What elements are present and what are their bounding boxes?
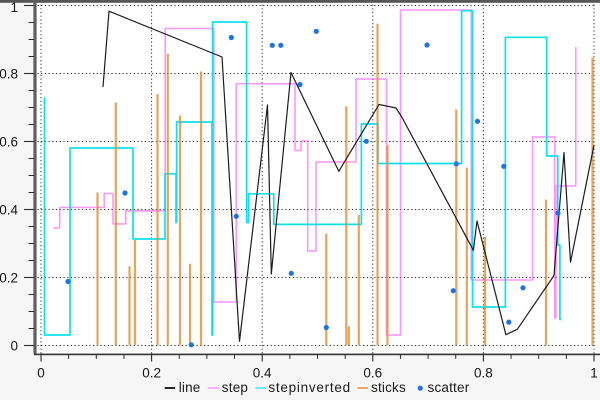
svg-text:1: 1 <box>10 0 18 15</box>
svg-text:0.4: 0.4 <box>0 202 18 217</box>
svg-text:0: 0 <box>37 366 45 381</box>
svg-text:scatter: scatter <box>428 380 470 395</box>
svg-text:0: 0 <box>10 338 18 353</box>
svg-text:0.4: 0.4 <box>253 366 272 381</box>
svg-text:0.6: 0.6 <box>0 134 18 149</box>
svg-text:step: step <box>222 380 248 395</box>
svg-text:sticks: sticks <box>371 380 406 395</box>
svg-text:0.2: 0.2 <box>142 366 161 381</box>
svg-text:stepinverted: stepinverted <box>268 380 351 395</box>
svg-text:0.8: 0.8 <box>474 366 493 381</box>
svg-text:line: line <box>179 380 201 395</box>
svg-text:1: 1 <box>590 366 598 381</box>
svg-text:0.8: 0.8 <box>0 66 18 81</box>
svg-text:0.2: 0.2 <box>0 270 18 285</box>
svg-text:0.6: 0.6 <box>363 366 382 381</box>
